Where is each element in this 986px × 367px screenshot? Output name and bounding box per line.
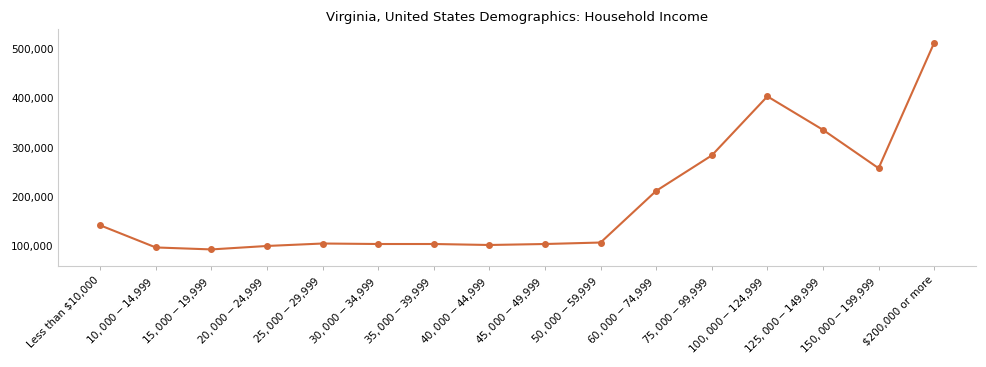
Title: Virginia, United States Demographics: Household Income: Virginia, United States Demographics: Ho… (325, 11, 708, 24)
